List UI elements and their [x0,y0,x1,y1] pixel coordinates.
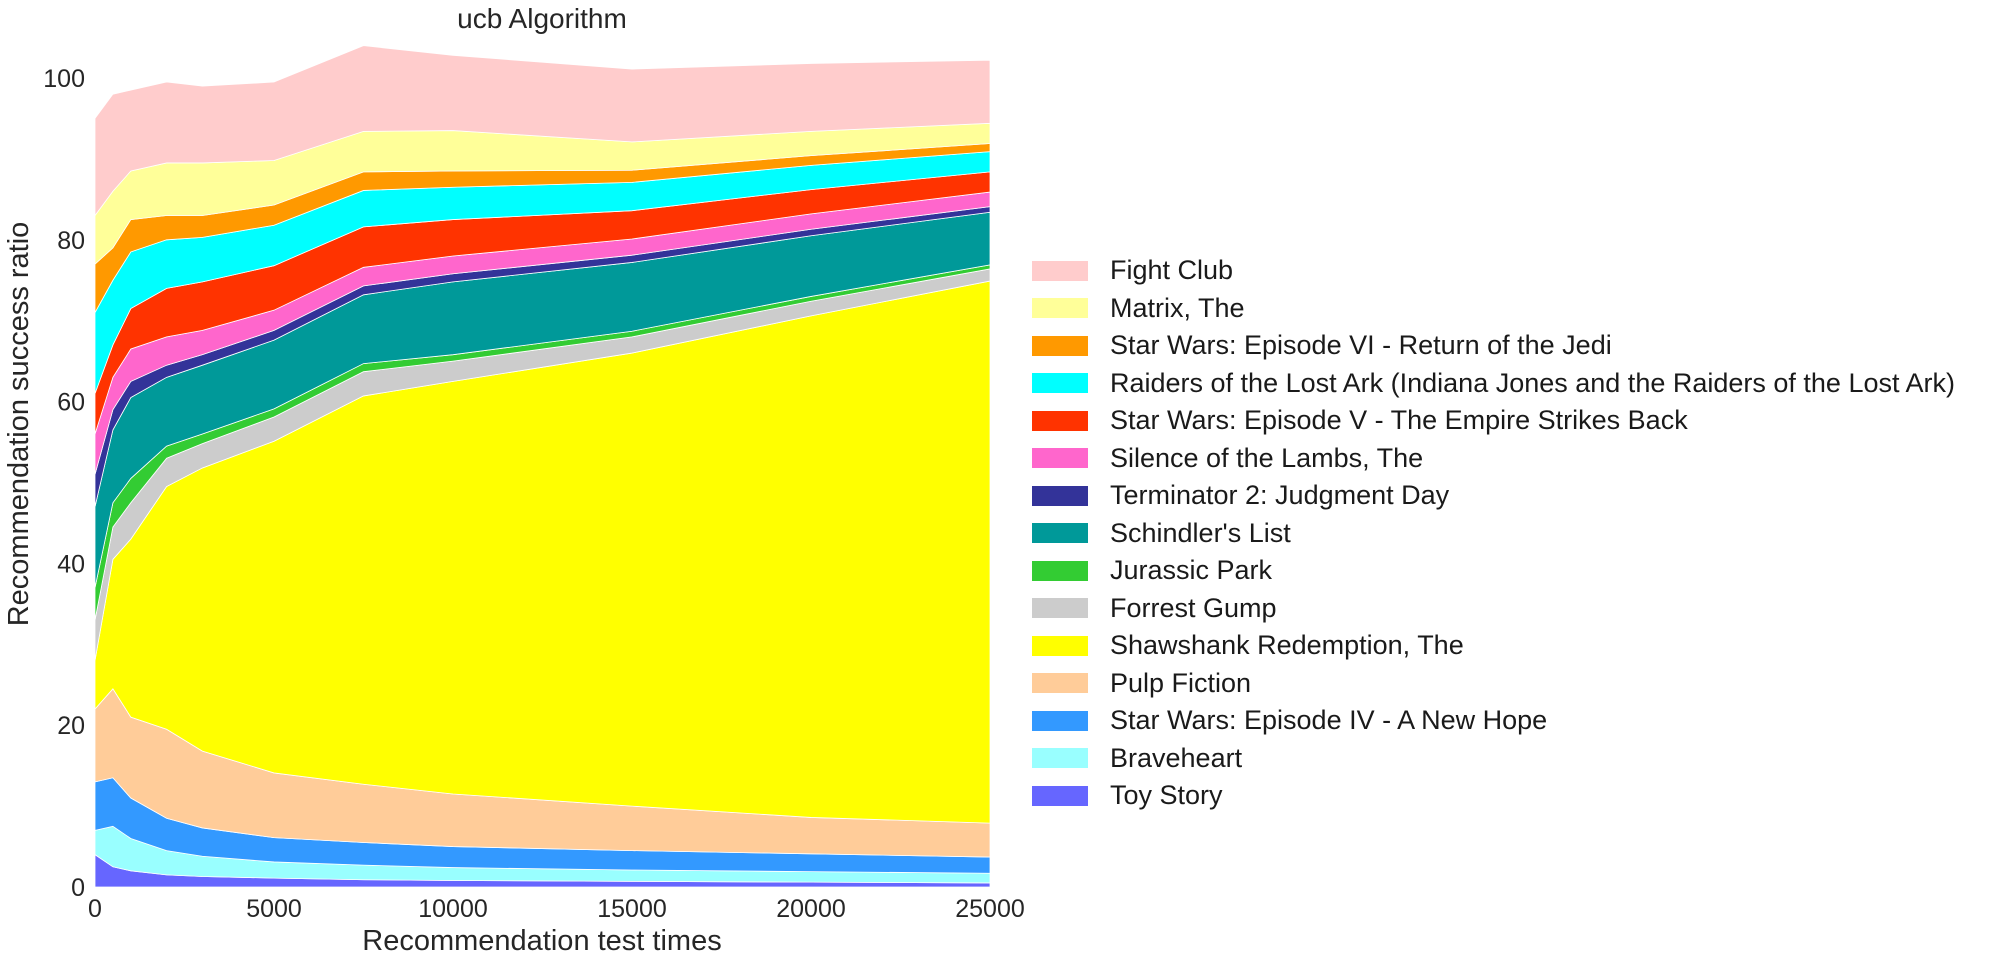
legend-swatch [1032,560,1088,581]
y-tick-label: 20 [57,712,85,740]
legend-label: Pulp Fiction [1110,667,1252,698]
legend-label: Forrest Gump [1110,592,1277,623]
legend-item: Star Wars: Episode VI - Return of the Je… [1032,327,1955,365]
legend-swatch [1032,598,1088,619]
legend-item: Star Wars: Episode V - The Empire Strike… [1032,402,1955,440]
legend-item: Shawshank Redemption, The [1032,627,1955,665]
legend-item: Raiders of the Lost Ark (Indiana Jones a… [1032,365,1955,403]
x-tick-label: 25000 [955,895,1025,923]
legend-swatch [1032,448,1088,469]
x-tick-label: 20000 [776,895,846,923]
legend-swatch [1032,260,1088,281]
legend-item: Forrest Gump [1032,590,1955,628]
y-tick-label: 80 [57,227,85,255]
legend-label: Braveheart [1110,742,1243,773]
legend-label: Shawshank Redemption, The [1110,630,1464,661]
legend-item: Silence of the Lambs, The [1032,440,1955,478]
legend-label: Terminator 2: Judgment Day [1110,480,1450,511]
chart-title: ucb Algorithm [457,3,627,34]
legend-item: Fight Club [1032,252,1955,290]
legend-swatch [1032,485,1088,506]
legend-label: Toy Story [1110,780,1223,811]
y-axis-label: Recommendation success ratio [3,222,35,627]
legend-swatch [1032,373,1088,394]
y-tick-label: 60 [57,389,85,417]
x-tick-label: 10000 [418,895,488,923]
legend-item: Matrix, The [1032,290,1955,328]
y-tick-label: 100 [43,65,85,93]
legend: Fight Club Matrix, The Star Wars: Episode … [1032,252,1955,815]
legend-item: Schindler's List [1032,515,1955,553]
legend-label: Matrix, The [1110,292,1245,323]
legend-swatch [1032,298,1088,319]
series-areas [94,45,991,888]
x-axis-ticks: 0 5000 10000 15000 20000 25000 [88,895,1025,923]
x-tick-label: 5000 [246,895,302,923]
legend-label: Star Wars: Episode VI - Return of the Je… [1110,330,1612,361]
x-tick-label: 0 [88,895,102,923]
legend-swatch [1032,785,1088,806]
legend-item: Star Wars: Episode IV - A New Hope [1032,702,1955,740]
y-tick-label: 0 [71,874,85,902]
legend-label: Schindler's List [1110,517,1291,548]
legend-item: Braveheart [1032,740,1955,778]
area-series-14 [94,45,991,217]
legend-label: Silence of the Lambs, The [1110,442,1424,473]
legend-label: Raiders of the Lost Ark (Indiana Jones a… [1110,367,1955,398]
legend-label: Star Wars: Episode IV - A New Hope [1110,705,1548,736]
legend-swatch [1032,673,1088,694]
legend-swatch [1032,523,1088,544]
legend-item: Pulp Fiction [1032,665,1955,703]
legend-swatch [1032,748,1088,769]
legend-swatch [1032,335,1088,356]
legend-label: Jurassic Park [1110,555,1273,586]
legend-swatch [1032,635,1088,656]
legend-item: Terminator 2: Judgment Day [1032,477,1955,515]
legend-item: Toy Story [1032,777,1955,815]
x-tick-label: 15000 [597,895,667,923]
x-axis-label: Recommendation test times [362,925,721,957]
legend-label: Star Wars: Episode V - The Empire Strike… [1110,405,1688,436]
legend-swatch [1032,410,1088,431]
y-tick-label: 40 [57,550,85,578]
y-axis-ticks: 0 20 40 60 80 100 [43,65,85,902]
legend-label: Fight Club [1110,255,1234,286]
legend-swatch [1032,710,1088,731]
legend-item: Jurassic Park [1032,552,1955,590]
